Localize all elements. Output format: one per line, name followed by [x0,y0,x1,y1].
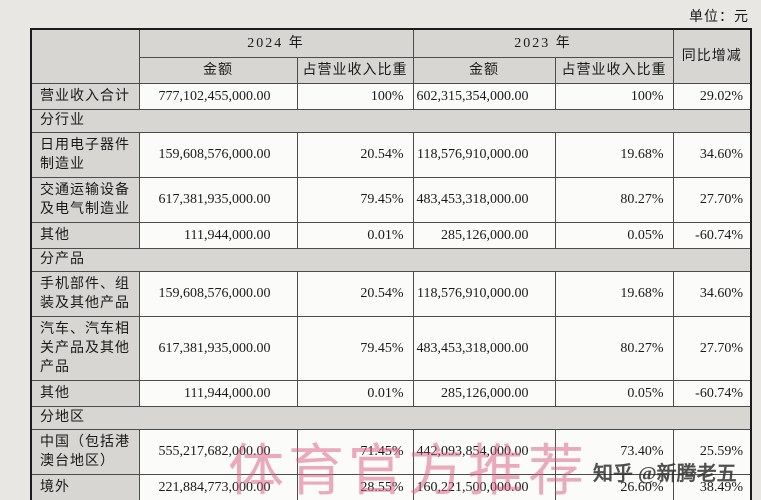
amount-2023-cell: 285,126,000.00 [412,221,556,249]
amount-2024-cell: 555,217,682,000.00 [138,428,298,475]
table-body: 营业收入合计 777,102,455,000.00 100% 602,315,354,… [30,82,752,500]
row-label-cell: 其他 [30,379,140,407]
pct-2024-cell: 79.45% [296,176,414,223]
header-year-2024: 2024 年 [138,28,414,58]
header-yoy: 同比增减 [672,28,752,84]
pct-2023-cell: 73.40% [554,428,674,475]
section-label: 分产品 [30,247,752,272]
table-row: 交通运输设备及电气制造业 617,381,935,000.00 79.45% 483,… [30,176,752,223]
pct-2023-cell: 80.27% [554,176,674,223]
pct-2024-cell: 79.45% [296,315,414,381]
yoy-cell: -60.74% [672,221,752,249]
yoy-cell: 38.49% [672,473,752,500]
section-row: 分产品 [30,247,752,272]
revenue-breakdown-table: 2024 年 2023 年 同比增减 金额 占营业收入比重 金额 占营业收入比重… [30,28,752,500]
amount-2024-cell: 221,884,773,000.00 [138,473,298,500]
row-label-cell: 中国（包括港澳台地区） [30,428,140,475]
row-label-cell: 日用电子器件制造业 [30,131,140,178]
table-row: 手机部件、组装及其他产品 159,608,576,000.00 20.54% 118,… [30,270,752,317]
amount-2023-cell: 442,093,854,000.00 [412,428,556,475]
pct-2024-cell: 20.54% [296,270,414,317]
amount-2023-cell: 483,453,318,000.00 [412,315,556,381]
amount-2024-cell: 159,608,576,000.00 [138,270,298,317]
header-proportion-2023: 占营业收入比重 [554,56,674,84]
row-label-cell: 交通运输设备及电气制造业 [30,176,140,223]
pct-2024-cell: 28.55% [296,473,414,500]
amount-2023-cell: 118,576,910,000.00 [412,270,556,317]
header-proportion-2024: 占营业收入比重 [296,56,414,84]
pct-2023-cell: 19.68% [554,270,674,317]
corner-blank-cell [30,28,140,84]
amount-2023-cell: 285,126,000.00 [412,379,556,407]
yoy-cell: 25.59% [672,428,752,475]
pct-2023-cell: 0.05% [554,379,674,407]
amount-2024-cell: 617,381,935,000.00 [138,315,298,381]
pct-2023-cell: 100% [554,82,674,110]
section-label: 分地区 [30,405,752,430]
pct-2024-cell: 0.01% [296,379,414,407]
pct-2023-cell: 19.68% [554,131,674,178]
table-row: 中国（包括港澳台地区） 555,217,682,000.00 71.45% 442,0… [30,428,752,475]
table-row: 营业收入合计 777,102,455,000.00 100% 602,315,354,… [30,82,752,110]
yoy-cell: 27.70% [672,176,752,223]
unit-label: 单位：元 [689,10,749,25]
amount-2024-cell: 111,944,000.00 [138,221,298,249]
pct-2024-cell: 20.54% [296,131,414,178]
amount-2023-cell: 160,221,500,000.00 [412,473,556,500]
header-amount-2024: 金额 [138,56,298,84]
section-row: 分行业 [30,108,752,133]
table-row: 境外 221,884,773,000.00 28.55% 160,221,500,00… [30,473,752,500]
row-label-cell: 其他 [30,221,140,249]
table-row: 其他 111,944,000.00 0.01% 285,126,000.00 0.05%… [30,379,752,407]
yoy-cell: 29.02% [672,82,752,110]
section-label: 分行业 [30,108,752,133]
amount-2024-cell: 617,381,935,000.00 [138,176,298,223]
amount-2024-cell: 159,608,576,000.00 [138,131,298,178]
yoy-cell: 34.60% [672,270,752,317]
yoy-cell: -60.74% [672,379,752,407]
table-row: 其他 111,944,000.00 0.01% 285,126,000.00 0.05%… [30,221,752,249]
pct-2024-cell: 71.45% [296,428,414,475]
row-label-cell: 营业收入合计 [30,82,140,110]
header-year-2023: 2023 年 [412,28,674,58]
section-row: 分地区 [30,405,752,430]
pct-2024-cell: 100% [296,82,414,110]
amount-2023-cell: 602,315,354,000.00 [412,82,556,110]
table-row: 汽车、汽车相关产品及其他产品 617,381,935,000.00 79.45% 48… [30,315,752,381]
pct-2024-cell: 0.01% [296,221,414,249]
pct-2023-cell: 80.27% [554,315,674,381]
row-label-cell: 汽车、汽车相关产品及其他产品 [30,315,140,381]
row-label-cell: 手机部件、组装及其他产品 [30,270,140,317]
yoy-cell: 27.70% [672,315,752,381]
header-amount-2023: 金额 [412,56,556,84]
row-label-cell: 境外 [30,473,140,500]
table-row: 日用电子器件制造业 159,608,576,000.00 20.54% 118,576… [30,131,752,178]
amount-2023-cell: 483,453,318,000.00 [412,176,556,223]
amount-2024-cell: 111,944,000.00 [138,379,298,407]
amount-2024-cell: 777,102,455,000.00 [138,82,298,110]
pct-2023-cell: 0.05% [554,221,674,249]
yoy-cell: 34.60% [672,131,752,178]
pct-2023-cell: 26.60% [554,473,674,500]
amount-2023-cell: 118,576,910,000.00 [412,131,556,178]
table-header: 2024 年 2023 年 同比增减 金额 占营业收入比重 金额 占营业收入比重 [30,28,752,84]
